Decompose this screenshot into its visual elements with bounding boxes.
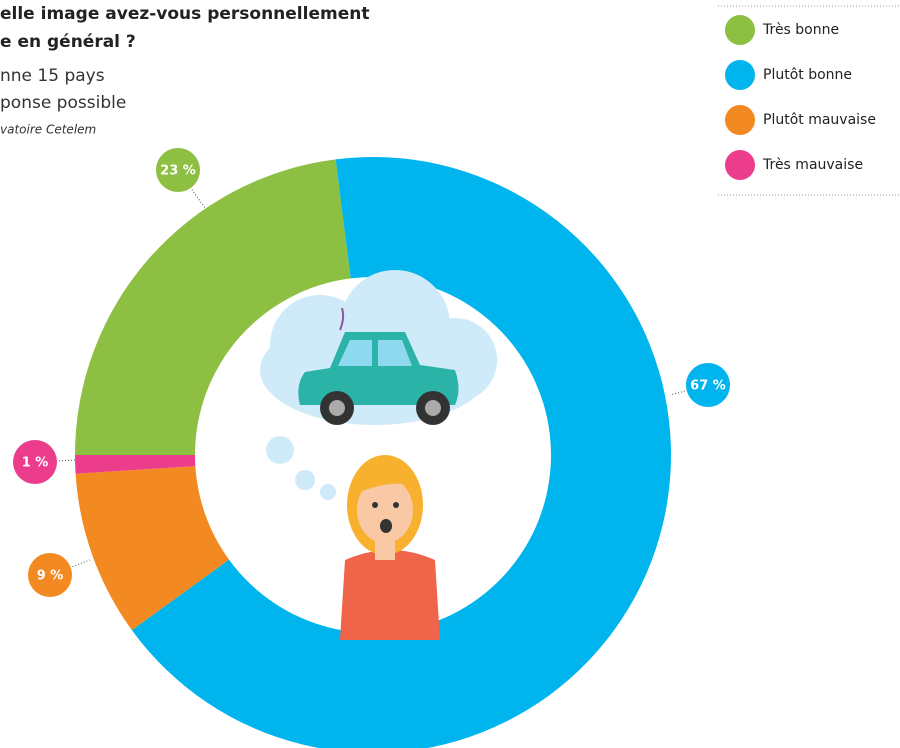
legend-swatch	[725, 150, 755, 180]
subtitle: nne 15 pays	[0, 66, 105, 86]
label-bubble	[28, 553, 72, 597]
subtitle: ponse possible	[0, 93, 126, 113]
legend-label: Plutôt mauvaise	[763, 112, 876, 128]
value-label: 1 %	[22, 456, 49, 471]
label-bubble	[156, 148, 200, 192]
donut-segment	[131, 157, 671, 748]
label-bubble	[13, 440, 57, 484]
legend-swatch	[725, 15, 755, 45]
title: elle image avez-vous personnellement	[0, 4, 369, 24]
legend-label: Plutôt bonne	[763, 67, 852, 83]
legend-swatch	[725, 105, 755, 135]
legend-label: Très mauvaise	[762, 157, 863, 173]
title: e en général ?	[0, 32, 136, 52]
value-label: 67 %	[690, 379, 726, 394]
donut-segment	[75, 455, 196, 474]
donut-segment	[75, 466, 229, 631]
value-label: 9 %	[37, 569, 64, 584]
legend-label: Très bonne	[762, 22, 839, 38]
donut	[75, 157, 671, 748]
donut-segment	[75, 159, 351, 455]
label-bubble	[686, 363, 730, 407]
legend-swatch	[725, 60, 755, 90]
illustration	[260, 270, 497, 640]
source: vatoire Cetelem	[0, 123, 96, 137]
value-label: 23 %	[160, 164, 196, 179]
